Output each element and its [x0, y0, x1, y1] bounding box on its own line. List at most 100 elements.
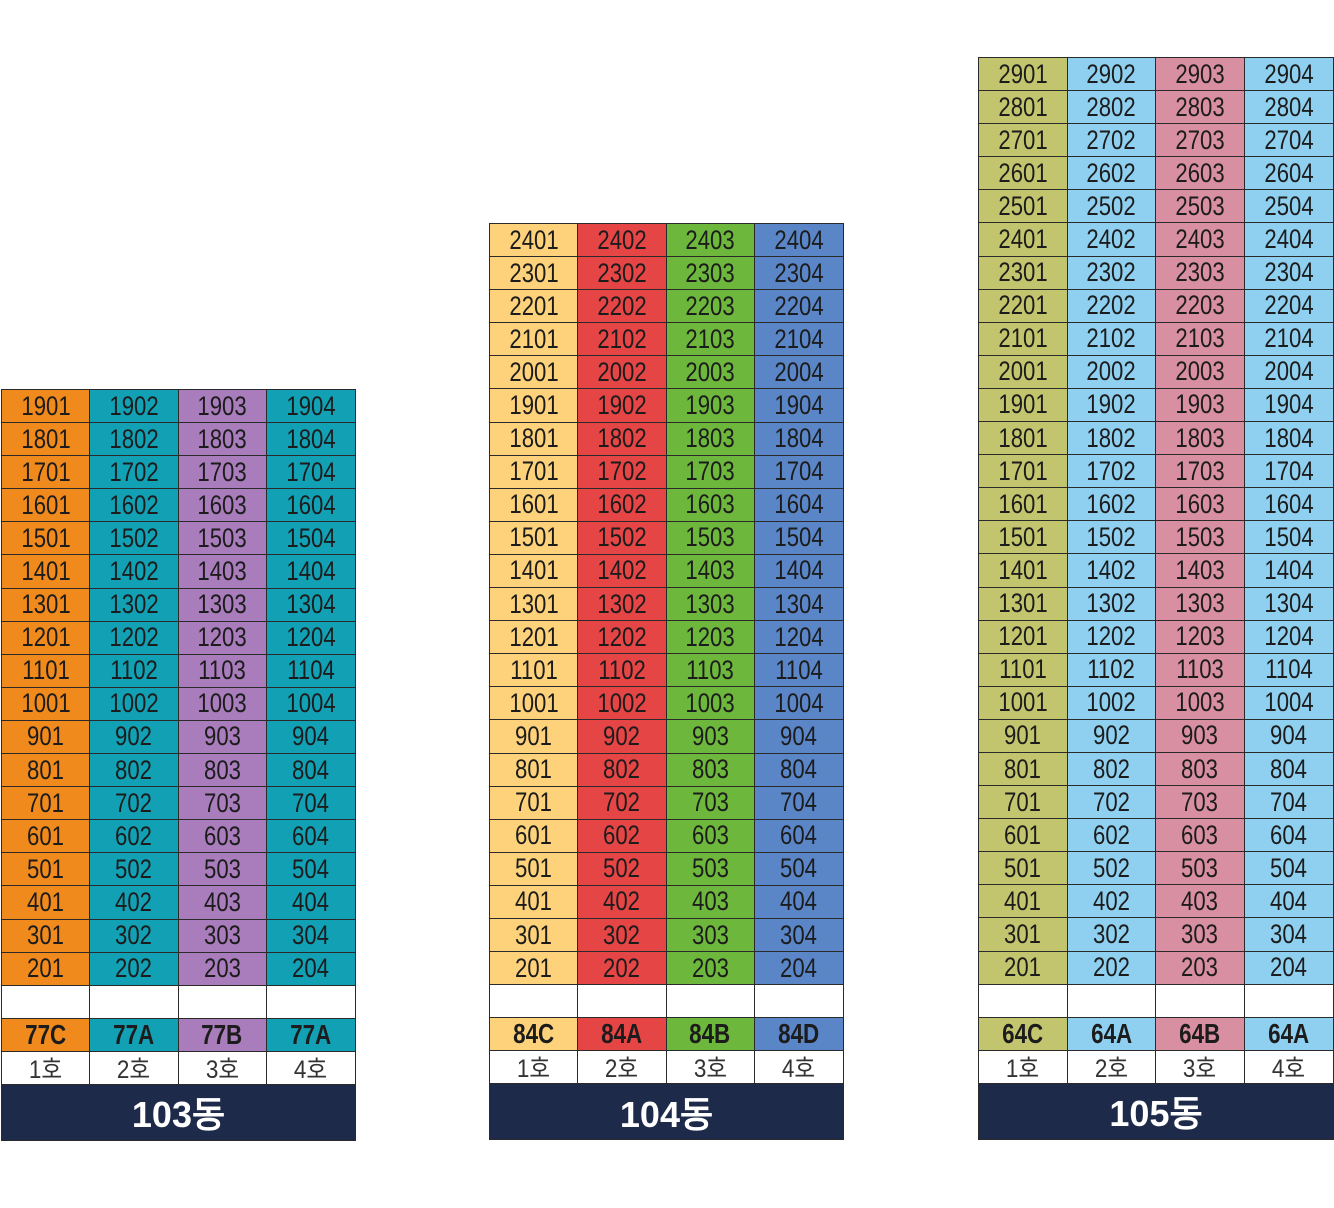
unit-type-label: 84B — [666, 1018, 755, 1052]
unit-cell: 2304 — [1244, 256, 1333, 290]
unit-cell: 802 — [1067, 752, 1156, 787]
unit-cell: 1304 — [266, 588, 355, 622]
unit-cell: 2603 — [1156, 157, 1245, 191]
building-name-label: 103동 — [2, 1084, 355, 1140]
unit-cell: 1803 — [178, 423, 267, 457]
unit-cell: 1501 — [2, 522, 91, 556]
unit-cell: 301 — [490, 918, 579, 953]
unit-cell: 1504 — [754, 521, 843, 555]
unit-cell: 1102 — [1067, 653, 1156, 687]
unit-cell: 503 — [1156, 852, 1245, 886]
line-number-label: 1호 — [490, 1051, 579, 1085]
unit-cell: 2401 — [979, 223, 1068, 257]
unit-cell: 2701 — [979, 124, 1068, 158]
unit-cell: 904 — [266, 720, 355, 755]
unit-cell: 1903 — [666, 389, 755, 423]
unit-cell: 2702 — [1067, 124, 1156, 158]
unit-cell: 1901 — [490, 389, 579, 423]
unit-cell: 1602 — [578, 488, 667, 522]
unit-cell: 602 — [1067, 819, 1156, 853]
unit-cell: 1602 — [90, 489, 179, 523]
unit-cell: 303 — [1156, 918, 1245, 952]
unit-cell: 1201 — [979, 620, 1068, 654]
unit-cell: 1504 — [1244, 521, 1333, 555]
unit-cell: 204 — [1244, 951, 1333, 985]
unit-cell: 2504 — [1244, 190, 1333, 224]
unit-cell: 1302 — [578, 588, 667, 622]
unit-cell: 1002 — [1067, 686, 1156, 720]
unit-cell: 1601 — [2, 489, 91, 523]
unit-cell: 2001 — [490, 356, 579, 390]
unit-cell: 701 — [979, 786, 1068, 820]
unit-cell: 902 — [90, 720, 179, 755]
unit-cell: 1203 — [666, 621, 755, 655]
unit-cell: 202 — [578, 952, 667, 986]
unit-cell: 1802 — [1067, 422, 1156, 456]
unit-cell: 1403 — [1156, 554, 1245, 588]
unit-cell: 1204 — [1244, 620, 1333, 654]
unit-cell: 403 — [666, 885, 755, 919]
unit-cell: 902 — [578, 720, 667, 754]
unit-cell: 1502 — [90, 522, 179, 556]
unit-cell: 304 — [266, 919, 355, 953]
unit-cell: 604 — [754, 819, 843, 853]
unit-cell: 1004 — [754, 687, 843, 721]
unit-cell: 2403 — [666, 224, 755, 258]
unit-cell: 802 — [90, 754, 179, 788]
unit-cell: 1501 — [979, 521, 1068, 555]
unit-cell: 603 — [666, 819, 755, 853]
unit-cell: 404 — [1244, 885, 1333, 919]
unit-cell: 601 — [2, 820, 91, 854]
building-105: 2901 2902 2903 2904 2801 2802 2803 2804 2701 2702… — [978, 57, 1334, 1140]
unit-cell: 1502 — [578, 521, 667, 555]
unit-cell: 2203 — [666, 290, 755, 324]
unit-cell: 803 — [1156, 752, 1245, 787]
unit-cell: 904 — [1244, 719, 1333, 753]
unit-cell: 1404 — [1244, 554, 1333, 588]
building-name-label: 105동 — [979, 1083, 1333, 1139]
unit-cell: 704 — [1244, 786, 1333, 820]
unit-cell: 1702 — [578, 455, 667, 489]
unit-cell: 2904 — [1244, 58, 1333, 92]
unit-cell: 1404 — [754, 554, 843, 589]
unit-cell: 1503 — [666, 521, 755, 555]
unit-cell: 2003 — [1156, 355, 1245, 389]
unit-cell: 2202 — [1067, 289, 1156, 323]
unit-cell: 2502 — [1067, 190, 1156, 224]
unit-cell: 402 — [1067, 885, 1156, 919]
unit-cell: 1402 — [90, 555, 179, 589]
unit-cell: 1301 — [490, 588, 579, 622]
unit-cell: 1203 — [1156, 620, 1245, 654]
unit-cell: 201 — [2, 952, 91, 986]
line-number-label: 1호 — [2, 1051, 91, 1085]
unit-cell: 1003 — [666, 687, 755, 721]
unit-cell: 1603 — [178, 489, 267, 523]
unit-cell: 2003 — [666, 356, 755, 390]
unit-cell: 2004 — [754, 356, 843, 390]
unit-cell: 2402 — [578, 224, 667, 258]
line-number-label: 4호 — [266, 1051, 355, 1085]
unit-cell: 902 — [1067, 719, 1156, 753]
unit-cell: 1802 — [578, 422, 667, 456]
unit-cell: 2401 — [490, 224, 579, 258]
unit-cell: 2203 — [1156, 289, 1245, 323]
pilotis-cell — [90, 985, 179, 1019]
unit-cell: 901 — [2, 720, 91, 755]
unit-cell: 2801 — [979, 91, 1068, 125]
unit-cell: 2804 — [1244, 91, 1333, 125]
unit-cell: 404 — [266, 886, 355, 920]
unit-cell: 2104 — [754, 323, 843, 357]
unit-cell: 1201 — [490, 621, 579, 655]
line-number-label: 2호 — [90, 1051, 179, 1085]
unit-cell: 303 — [178, 919, 267, 953]
unit-cell: 2802 — [1067, 91, 1156, 125]
unit-cell: 1902 — [90, 390, 179, 424]
unit-cell: 1803 — [1156, 422, 1245, 456]
unit-cell: 401 — [2, 886, 91, 920]
unit-cell: 1801 — [490, 422, 579, 456]
building-104: 2401 2402 2403 2404 2301 2302 2303 2304 2201 2202… — [489, 223, 844, 1141]
unit-cell: 1704 — [1244, 455, 1333, 489]
unit-cell: 804 — [754, 753, 843, 787]
unit-cell: 2704 — [1244, 124, 1333, 158]
unit-cell: 1604 — [266, 489, 355, 523]
